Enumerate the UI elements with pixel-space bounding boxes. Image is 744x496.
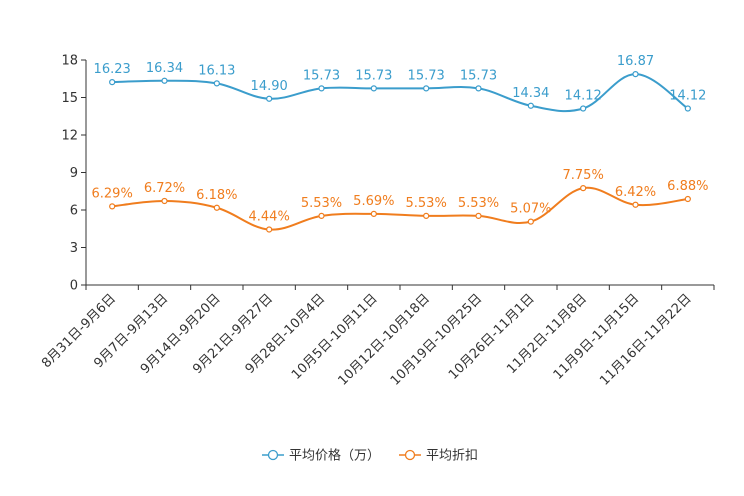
data-label: 15.73 bbox=[355, 68, 392, 83]
data-label: 6.42% bbox=[615, 185, 656, 200]
series-layer: 16.23 16.34 16.13 14.90 15.73 15.73 15.73 15.73… bbox=[92, 54, 708, 233]
y-tick-label: 15 bbox=[61, 91, 78, 106]
data-label: 6.88% bbox=[667, 179, 708, 194]
data-label: 16.87 bbox=[617, 54, 654, 69]
data-label: 6.18% bbox=[196, 188, 237, 203]
data-point[interactable] bbox=[213, 204, 220, 211]
axes: 03691215188月31日-9月6日9月7日-9月13日9月14日-9月20… bbox=[39, 54, 715, 389]
data-label: 14.34 bbox=[512, 86, 549, 101]
data-point[interactable] bbox=[370, 85, 377, 92]
data-point[interactable] bbox=[266, 95, 273, 102]
data-label: 5.69% bbox=[353, 194, 394, 209]
data-point[interactable] bbox=[527, 218, 534, 225]
data-point[interactable] bbox=[684, 195, 691, 203]
data-label: 16.23 bbox=[94, 62, 131, 77]
series-line bbox=[112, 186, 688, 231]
data-point[interactable] bbox=[109, 79, 116, 86]
data-label: 15.73 bbox=[408, 68, 445, 83]
data-point[interactable] bbox=[475, 85, 482, 92]
y-tick-label: 6 bbox=[70, 204, 78, 219]
data-label: 15.73 bbox=[303, 68, 340, 83]
data-point[interactable] bbox=[318, 212, 325, 219]
data-point[interactable] bbox=[632, 201, 639, 208]
y-tick-label: 3 bbox=[70, 241, 78, 256]
series-1: 16.23 16.34 16.13 14.90 15.73 15.73 15.73 15.73… bbox=[94, 54, 706, 113]
y-tick-label: 0 bbox=[70, 279, 78, 294]
data-label: 4.44% bbox=[249, 210, 290, 225]
data-point[interactable] bbox=[423, 212, 430, 219]
data-point[interactable] bbox=[213, 80, 220, 87]
data-label: 5.53% bbox=[458, 196, 499, 211]
data-point[interactable] bbox=[475, 212, 482, 219]
data-point[interactable] bbox=[423, 85, 430, 92]
data-point[interactable] bbox=[370, 210, 377, 217]
data-point[interactable] bbox=[527, 102, 534, 109]
data-label: 6.72% bbox=[144, 181, 185, 196]
x-tick-label: 10月12日-10月18日 bbox=[336, 291, 433, 388]
data-point[interactable] bbox=[266, 226, 273, 233]
legend-item-2[interactable]: 平均折扣 bbox=[399, 449, 478, 464]
legend[interactable]: 平均价格（万） 平均折扣 bbox=[262, 448, 478, 464]
data-label: 5.07% bbox=[510, 202, 551, 217]
data-point[interactable] bbox=[161, 77, 168, 84]
legend-label: 平均价格（万） bbox=[289, 448, 380, 464]
data-label: 14.90 bbox=[251, 79, 288, 94]
x-tick-label: 11月16日-11月22日 bbox=[597, 291, 694, 388]
legend-marker-icon bbox=[267, 449, 279, 461]
data-label: 5.53% bbox=[301, 196, 342, 211]
data-label: 14.12 bbox=[669, 89, 706, 104]
data-label: 15.73 bbox=[460, 68, 497, 83]
series-2: 6.29% 6.72% 6.18% 4.44% 5.53% 5.69% 5.53% 5.53%… bbox=[92, 168, 708, 233]
data-point[interactable] bbox=[161, 197, 168, 205]
y-tick-label: 12 bbox=[61, 129, 78, 144]
legend-marker-icon bbox=[404, 449, 416, 461]
y-tick-label: 9 bbox=[70, 166, 78, 181]
data-point[interactable] bbox=[632, 71, 639, 78]
data-label: 16.34 bbox=[146, 61, 183, 76]
legend-label: 平均折扣 bbox=[426, 449, 478, 464]
y-tick-label: 18 bbox=[61, 54, 78, 69]
data-label: 7.75% bbox=[563, 168, 604, 183]
x-tick-label: 10月19日-10月25日 bbox=[388, 291, 485, 388]
data-label: 6.29% bbox=[92, 186, 133, 201]
data-point[interactable] bbox=[580, 185, 587, 192]
data-label: 14.12 bbox=[565, 89, 602, 104]
data-point[interactable] bbox=[580, 105, 587, 112]
data-point[interactable] bbox=[318, 85, 325, 92]
data-label: 5.53% bbox=[406, 196, 447, 211]
data-point[interactable] bbox=[109, 203, 116, 210]
data-point[interactable] bbox=[684, 105, 691, 112]
data-label: 16.13 bbox=[198, 63, 235, 78]
legend-item-1[interactable]: 平均价格（万） bbox=[262, 448, 380, 464]
